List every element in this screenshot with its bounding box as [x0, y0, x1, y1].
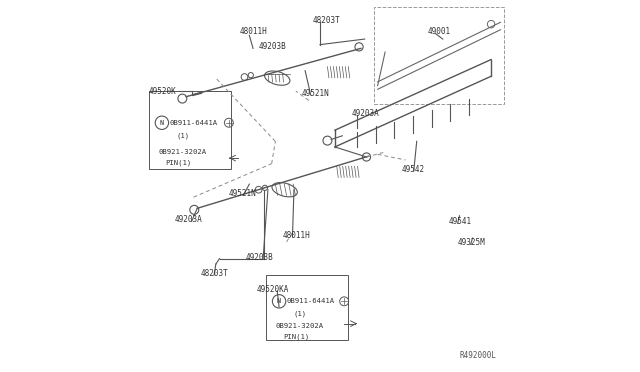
Text: 49203A: 49203A	[351, 109, 380, 118]
Text: 49541: 49541	[449, 217, 472, 226]
Text: 48203T: 48203T	[312, 16, 340, 25]
Text: 0B911-6441A: 0B911-6441A	[287, 298, 335, 304]
Text: 49325M: 49325M	[458, 238, 485, 247]
Text: 0B921-3202A: 0B921-3202A	[275, 323, 323, 328]
Text: 49001: 49001	[428, 27, 451, 36]
Text: 0B911-6441A: 0B911-6441A	[170, 120, 218, 126]
Text: 49521N: 49521N	[301, 89, 329, 97]
Text: 0B921-3202A: 0B921-3202A	[158, 149, 206, 155]
Text: 49520K: 49520K	[149, 87, 177, 96]
Bar	[149, 91, 231, 169]
Text: (1): (1)	[177, 132, 190, 139]
Bar	[266, 275, 348, 340]
Text: N: N	[277, 298, 281, 304]
Text: (1): (1)	[294, 310, 307, 317]
Text: 49203B: 49203B	[246, 253, 273, 262]
Text: 49521N: 49521N	[229, 189, 257, 198]
Text: 49520KA: 49520KA	[257, 285, 289, 294]
Bar	[374, 7, 504, 104]
Text: 48203T: 48203T	[201, 269, 228, 278]
Text: 49203A: 49203A	[175, 215, 203, 224]
Text: PIN(1): PIN(1)	[283, 333, 309, 340]
Text: N: N	[160, 120, 164, 126]
Text: 48011H: 48011H	[283, 231, 310, 240]
Text: 49542: 49542	[402, 165, 425, 174]
Text: PIN(1): PIN(1)	[166, 160, 192, 166]
Text: 48011H: 48011H	[240, 27, 268, 36]
Text: R492000L: R492000L	[460, 351, 497, 360]
Text: 49203B: 49203B	[259, 42, 286, 51]
